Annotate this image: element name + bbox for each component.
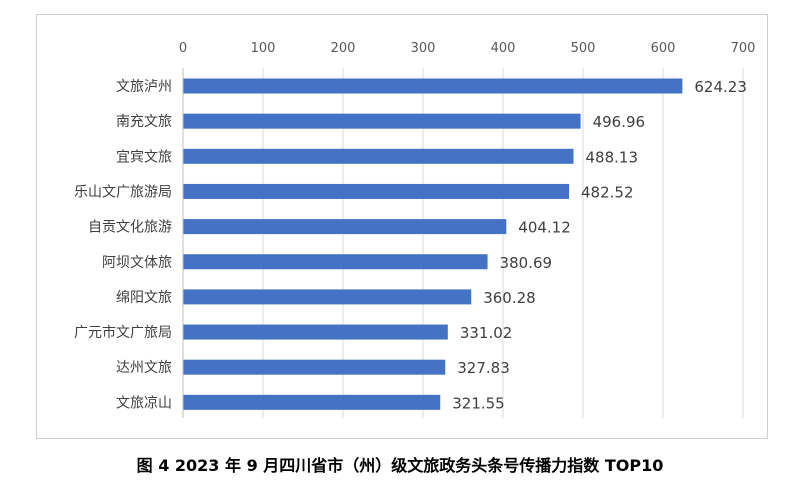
x-tick-label: 500 bbox=[571, 41, 596, 56]
category-label: 宜宾文旅 bbox=[116, 149, 172, 165]
data-label: 496.96 bbox=[593, 113, 646, 131]
figure-caption: 图 4 2023 年 9 月四川省市（州）级文旅政务头条号传播力指数 TOP10 bbox=[136, 456, 664, 475]
category-label: 绵阳文旅 bbox=[116, 289, 172, 306]
category-label: 广元市文广旅局 bbox=[74, 324, 172, 341]
data-label: 360.28 bbox=[483, 289, 536, 307]
data-label: 380.69 bbox=[500, 254, 553, 272]
data-label: 404.12 bbox=[518, 219, 571, 237]
bar bbox=[183, 183, 570, 199]
x-tick-label: 100 bbox=[251, 41, 276, 56]
category-label: 阿坝文体旅 bbox=[102, 255, 172, 271]
x-tick-label: 600 bbox=[651, 41, 676, 56]
bar bbox=[183, 359, 446, 375]
bar bbox=[183, 254, 488, 270]
data-label: 624.23 bbox=[694, 78, 747, 96]
category-label: 南充文旅 bbox=[116, 114, 172, 130]
data-label: 488.13 bbox=[586, 148, 639, 166]
x-tick-label: 400 bbox=[491, 41, 516, 56]
bar bbox=[183, 148, 574, 164]
bar-chart: 0 100 200 300 400 500 600 700 文旅泸州 624.23 南充文旅 496.… bbox=[74, 41, 756, 418]
bar bbox=[183, 324, 448, 340]
x-tick-label: 200 bbox=[331, 41, 356, 56]
bar bbox=[183, 394, 441, 410]
data-label: 321.55 bbox=[452, 394, 505, 412]
data-label: 327.83 bbox=[457, 359, 510, 377]
category-label: 乐山文广旅游局 bbox=[74, 184, 172, 200]
bar bbox=[183, 78, 683, 94]
category-label: 文旅凉山 bbox=[116, 395, 172, 411]
category-label: 文旅泸州 bbox=[116, 79, 172, 95]
category-label: 自贡文化旅游 bbox=[88, 220, 172, 236]
x-tick-label: 700 bbox=[731, 41, 756, 56]
bar bbox=[183, 289, 472, 305]
bar bbox=[183, 219, 507, 235]
x-tick-label: 300 bbox=[411, 41, 436, 56]
x-tick-label: 0 bbox=[179, 41, 187, 56]
category-label: 达州文旅 bbox=[116, 360, 172, 376]
data-label: 331.02 bbox=[460, 324, 513, 342]
data-label: 482.52 bbox=[581, 183, 634, 201]
bar bbox=[183, 113, 581, 129]
